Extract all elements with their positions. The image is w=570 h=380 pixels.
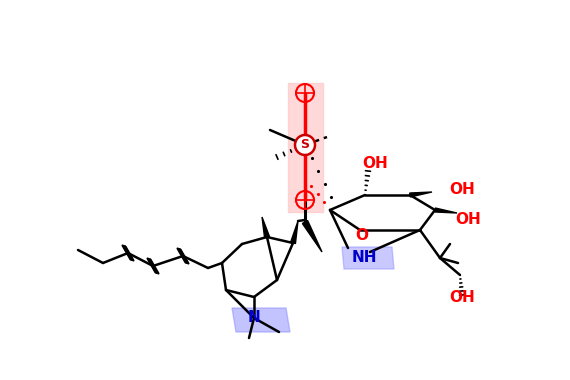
Polygon shape bbox=[262, 217, 270, 238]
Text: OH: OH bbox=[362, 155, 388, 171]
Polygon shape bbox=[435, 208, 457, 213]
Polygon shape bbox=[410, 192, 432, 197]
Text: N: N bbox=[247, 310, 260, 326]
Text: OH: OH bbox=[449, 182, 475, 198]
Polygon shape bbox=[342, 247, 394, 269]
Text: S: S bbox=[300, 138, 310, 152]
Polygon shape bbox=[303, 220, 322, 252]
Polygon shape bbox=[291, 221, 298, 244]
Text: OH: OH bbox=[449, 290, 475, 306]
Polygon shape bbox=[288, 83, 323, 212]
Polygon shape bbox=[232, 308, 290, 332]
Text: O: O bbox=[356, 228, 368, 242]
Circle shape bbox=[295, 135, 315, 155]
Text: OH: OH bbox=[455, 212, 481, 228]
Text: NH: NH bbox=[351, 250, 377, 264]
